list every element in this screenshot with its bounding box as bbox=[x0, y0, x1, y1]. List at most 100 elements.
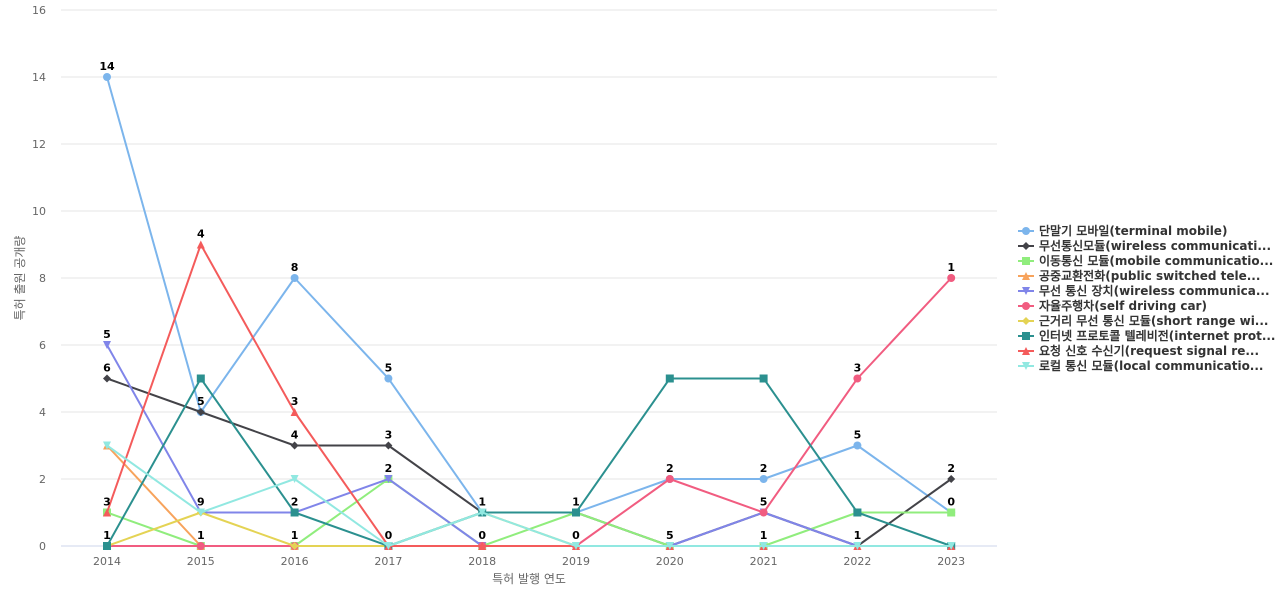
series-line bbox=[106, 76, 953, 514]
data-point bbox=[290, 508, 299, 517]
y-tick-label: 4 bbox=[39, 406, 46, 419]
data-point bbox=[103, 542, 111, 550]
legend-marker bbox=[1022, 332, 1030, 340]
data-point bbox=[103, 441, 111, 450]
series-lines bbox=[103, 73, 956, 550]
data-label: 8 bbox=[291, 261, 299, 274]
legend-marker bbox=[1022, 302, 1030, 310]
data-point bbox=[196, 240, 205, 249]
legend-label: 인터넷 프로토콜 텔레비전(internet prot... bbox=[1039, 328, 1276, 343]
data-label: 1 bbox=[197, 529, 205, 542]
series-line bbox=[106, 444, 953, 547]
series-4 bbox=[103, 441, 956, 550]
legend-item[interactable]: 요청 신호 수신기(request signal re... bbox=[1018, 343, 1259, 358]
data-point bbox=[384, 542, 393, 550]
x-tick-label: 2017 bbox=[374, 555, 402, 568]
x-tick-label: 2022 bbox=[843, 555, 871, 568]
data-label: 2 bbox=[760, 462, 768, 475]
x-tick-label: 2015 bbox=[187, 555, 215, 568]
data-point bbox=[665, 374, 674, 383]
data-point bbox=[290, 475, 299, 483]
data-label: 3 bbox=[103, 496, 111, 509]
data-point bbox=[853, 374, 862, 383]
legend-item[interactable]: 이동통신 모듈(mobile communicatio... bbox=[1018, 253, 1273, 268]
data-label: 0 bbox=[478, 529, 486, 542]
legend-label: 요청 신호 수신기(request signal re... bbox=[1039, 343, 1259, 358]
legend-marker bbox=[1022, 347, 1030, 355]
data-point bbox=[384, 441, 393, 450]
y-axis-title: 특허 출원 공개량 bbox=[13, 236, 27, 321]
x-axis-title: 특허 발행 연도 bbox=[492, 571, 566, 586]
legend-marker bbox=[1022, 362, 1030, 370]
y-tick-label: 2 bbox=[39, 473, 46, 486]
data-label: 6 bbox=[103, 362, 111, 375]
data-point bbox=[196, 542, 205, 550]
data-label: 1 bbox=[478, 496, 486, 509]
legend-marker bbox=[1022, 242, 1030, 250]
data-label: 2 bbox=[947, 462, 955, 475]
data-label: 1 bbox=[947, 261, 955, 274]
legend-item[interactable]: 인터넷 프로토콜 텔레비전(internet prot... bbox=[1018, 328, 1276, 343]
series-5 bbox=[103, 341, 956, 550]
data-point bbox=[290, 542, 299, 550]
data-label: 9 bbox=[197, 496, 205, 509]
legend-item[interactable]: 무선통신모듈(wireless communicati... bbox=[1018, 238, 1271, 253]
legend-label: 무선통신모듈(wireless communicati... bbox=[1039, 238, 1271, 253]
series-1 bbox=[103, 73, 956, 517]
data-point bbox=[665, 542, 674, 550]
data-label: 5 bbox=[854, 429, 862, 442]
legend-item[interactable]: 공중교환전화(public switched tele... bbox=[1018, 268, 1260, 283]
data-point bbox=[290, 441, 299, 450]
data-point bbox=[103, 508, 111, 517]
x-tick-label: 2019 bbox=[562, 555, 590, 568]
y-tick-label: 0 bbox=[39, 540, 46, 553]
data-label: 14 bbox=[99, 60, 115, 73]
data-point bbox=[759, 508, 768, 517]
data-label: 1 bbox=[291, 529, 299, 542]
legend-item[interactable]: 단말기 모바일(terminal mobile) bbox=[1018, 223, 1227, 238]
data-label: 1 bbox=[760, 529, 768, 542]
data-point bbox=[290, 408, 299, 416]
data-point bbox=[853, 508, 862, 517]
data-point bbox=[196, 508, 205, 517]
data-point bbox=[947, 508, 956, 517]
series-9 bbox=[103, 240, 956, 550]
legend-marker bbox=[1022, 227, 1030, 235]
legend-label: 자율주행차(self driving car) bbox=[1039, 298, 1207, 313]
legend-label: 단말기 모바일(terminal mobile) bbox=[1039, 223, 1227, 238]
legend-marker bbox=[1022, 257, 1030, 265]
grid-lines bbox=[61, 9, 997, 547]
x-tick-label: 2020 bbox=[656, 555, 684, 568]
data-label: 5 bbox=[385, 362, 393, 375]
data-point bbox=[853, 441, 862, 450]
data-point bbox=[290, 274, 299, 282]
x-tick-label: 2018 bbox=[468, 555, 496, 568]
data-label: 4 bbox=[291, 429, 299, 442]
series-line bbox=[106, 377, 953, 547]
data-label: 0 bbox=[385, 529, 393, 542]
series-line bbox=[106, 344, 953, 547]
legend-marker bbox=[1022, 287, 1030, 295]
legend-item[interactable]: 근거리 무선 통신 모듈(short range wi... bbox=[1018, 313, 1268, 328]
data-point bbox=[572, 508, 580, 517]
data-label: 5 bbox=[760, 496, 768, 509]
data-label: 2 bbox=[385, 462, 393, 475]
data-point bbox=[103, 374, 111, 383]
data-label: 1 bbox=[572, 496, 580, 509]
legend-item[interactable]: 로컬 통신 모듈(local communicatio... bbox=[1018, 358, 1264, 373]
y-tick-label: 12 bbox=[32, 138, 46, 151]
legend-item[interactable]: 무선 통신 장치(wireless communica... bbox=[1018, 283, 1270, 298]
data-point bbox=[947, 475, 956, 483]
legend-item[interactable]: 자율주행차(self driving car) bbox=[1018, 298, 1207, 313]
data-label: 2 bbox=[666, 462, 674, 475]
data-point bbox=[103, 341, 111, 349]
series-line bbox=[106, 444, 953, 547]
data-point bbox=[572, 542, 580, 550]
y-tick-label: 10 bbox=[32, 205, 46, 218]
data-point bbox=[947, 542, 956, 550]
legend-marker bbox=[1022, 272, 1030, 280]
